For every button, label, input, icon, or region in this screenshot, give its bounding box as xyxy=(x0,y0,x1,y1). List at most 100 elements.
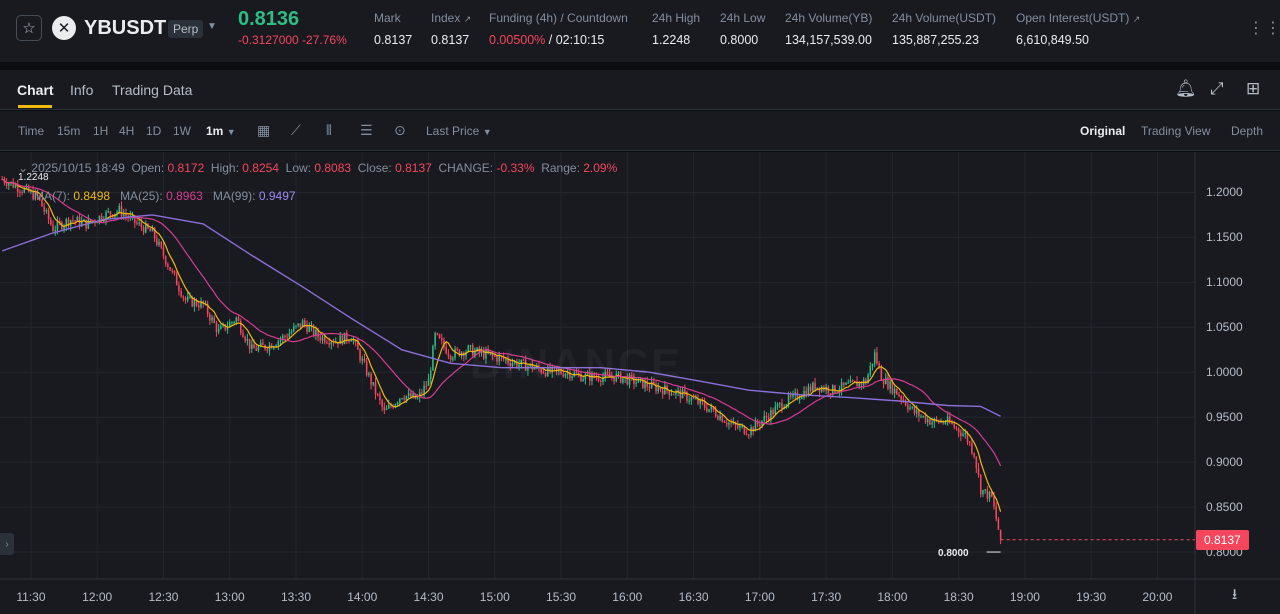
candle-body xyxy=(41,199,43,207)
ma25-label: MA(25): xyxy=(120,189,163,203)
tab-info[interactable]: Info xyxy=(70,82,94,98)
candle-body xyxy=(284,335,286,337)
candle-body xyxy=(873,352,876,364)
candle-body xyxy=(661,389,664,395)
candle-body xyxy=(849,380,852,383)
view-original[interactable]: Original xyxy=(1080,124,1126,138)
timeframe-4h[interactable]: 4H xyxy=(119,124,135,138)
timeframe-1d[interactable]: 1D xyxy=(146,124,162,138)
candle-body xyxy=(416,397,419,399)
x-tick-label: 16:30 xyxy=(678,590,709,604)
symbol-name[interactable]: YBUSDT xyxy=(84,17,167,39)
more-options-icon[interactable]: ⋮⋮ xyxy=(1248,20,1280,37)
x-tick-label: 14:30 xyxy=(413,590,444,604)
candle-body xyxy=(237,317,240,322)
candle-body xyxy=(787,395,790,405)
candle-body xyxy=(807,386,810,397)
indicator-icon[interactable]: ⟋ xyxy=(291,122,301,138)
candle-body xyxy=(365,361,368,376)
candle-body xyxy=(412,393,414,398)
external-link-icon[interactable]: ↗ xyxy=(463,14,472,24)
x-tick-label: 20:00 xyxy=(1142,590,1173,604)
candle-body xyxy=(708,409,710,412)
ma99-value: 0.9497 xyxy=(258,189,296,203)
side-panel-toggle-icon[interactable]: › xyxy=(0,533,14,555)
fullscreen-icon[interactable]: ⤢ xyxy=(1210,79,1224,98)
view-depth[interactable]: Depth xyxy=(1231,124,1264,138)
candle-body xyxy=(544,372,547,377)
candle-body xyxy=(330,342,333,345)
calendar-icon[interactable]: ▦ xyxy=(257,122,271,138)
candle-body xyxy=(887,377,889,389)
candle-body xyxy=(164,256,167,265)
candle-body xyxy=(778,402,781,405)
chevron-down-icon[interactable]: ▼ xyxy=(207,21,217,32)
timeframe-time[interactable]: Time xyxy=(18,124,45,138)
candle-body xyxy=(403,398,405,400)
candle-body xyxy=(889,381,891,389)
high-marker-label: 1.2248 xyxy=(18,172,49,183)
candle-body xyxy=(575,372,578,374)
candle-body xyxy=(8,183,10,186)
candle-body xyxy=(756,420,759,425)
candle-body xyxy=(776,404,779,407)
timeframe-15m[interactable]: 15m xyxy=(57,124,81,138)
candle-body xyxy=(763,415,766,421)
stat-label[interactable]: Funding (4h) / Countdown xyxy=(489,11,628,25)
candle-body xyxy=(639,378,642,380)
candle-body xyxy=(754,420,757,432)
y-tick-label: 1.0500 xyxy=(1206,320,1243,335)
candle-body xyxy=(200,301,202,308)
bell-icon[interactable]: 🔔︎ xyxy=(1175,79,1197,98)
candle-body xyxy=(929,419,931,425)
candle-body xyxy=(690,397,693,401)
timeframe-1h[interactable]: 1H xyxy=(93,124,109,138)
candle-body xyxy=(16,185,19,192)
legend-open-label: Open: xyxy=(131,161,165,175)
stat-label: 24h Low xyxy=(720,11,766,25)
legend-close-label: Close: xyxy=(357,161,392,175)
axis-scale-icon[interactable]: ⭳ xyxy=(1232,586,1238,603)
candle-body xyxy=(383,406,386,410)
candle-body xyxy=(966,433,969,443)
x-tick-label: 13:00 xyxy=(214,590,245,604)
candle-body xyxy=(619,372,622,383)
ma7-value: 0.8498 xyxy=(73,189,111,203)
candle-type-icon[interactable]: ⫴ xyxy=(326,122,332,138)
candle-body xyxy=(991,491,993,497)
candle-body xyxy=(228,322,231,327)
collapse-chevron-icon[interactable]: ⌄ xyxy=(18,161,29,175)
timeframe-1w[interactable]: 1W xyxy=(173,124,191,138)
candle-body xyxy=(896,388,898,395)
settings-icon[interactable]: ⊙ xyxy=(394,122,406,138)
stat-index[interactable]: Index ↗ 0.8137 xyxy=(431,11,471,47)
tab-chart[interactable]: Chart xyxy=(17,82,54,98)
candle-body xyxy=(105,211,107,221)
candle-body xyxy=(794,392,796,394)
external-link-icon[interactable]: ↗ xyxy=(1132,14,1141,24)
stat-open-interest[interactable]: Open Interest(USDT) ↗ 6,610,849.50 xyxy=(1016,11,1140,47)
candle-body xyxy=(946,416,949,423)
candle-body xyxy=(792,393,794,397)
candle-body xyxy=(772,410,774,415)
layout-grid-icon[interactable]: ⊞ xyxy=(1246,79,1261,98)
candle-body xyxy=(248,338,251,349)
candle-body xyxy=(584,374,587,380)
candle-body xyxy=(363,358,366,362)
favorite-star-icon[interactable]: ☆ xyxy=(16,15,42,41)
candle-body xyxy=(118,206,121,212)
candle-body xyxy=(774,406,777,415)
candle-body xyxy=(922,415,925,417)
x-tick-label: 15:30 xyxy=(546,590,577,604)
candlestick-chart-svg[interactable] xyxy=(0,152,1280,614)
x-tick-label: 14:00 xyxy=(347,590,378,604)
timeframe-1m[interactable]: 1m ▼ xyxy=(206,124,236,138)
view-trading-view[interactable]: Trading View xyxy=(1141,124,1211,138)
candle-body xyxy=(834,385,836,393)
tab-trading-data[interactable]: Trading Data xyxy=(112,82,193,98)
price-type-select[interactable]: Last Price ▼ xyxy=(426,124,492,138)
price-chart[interactable]: BINANCE ⌄ 2025/10/15 18:49 Open: 0.8172 … xyxy=(0,152,1280,614)
candle-body xyxy=(710,406,713,410)
chart-settings-icon[interactable]: ☰ xyxy=(360,122,373,138)
candle-body xyxy=(876,352,878,364)
